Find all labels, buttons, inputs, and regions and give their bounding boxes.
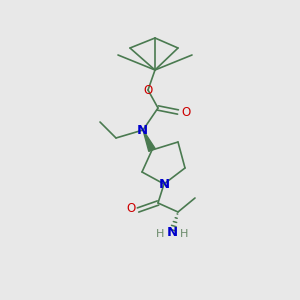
Text: O: O [182, 106, 190, 118]
Text: H: H [156, 229, 164, 239]
Text: O: O [143, 83, 153, 97]
Text: N: N [158, 178, 169, 191]
Text: N: N [167, 226, 178, 238]
Text: O: O [126, 202, 136, 215]
Polygon shape [143, 130, 155, 152]
Text: N: N [136, 124, 148, 136]
Text: H: H [180, 229, 188, 239]
